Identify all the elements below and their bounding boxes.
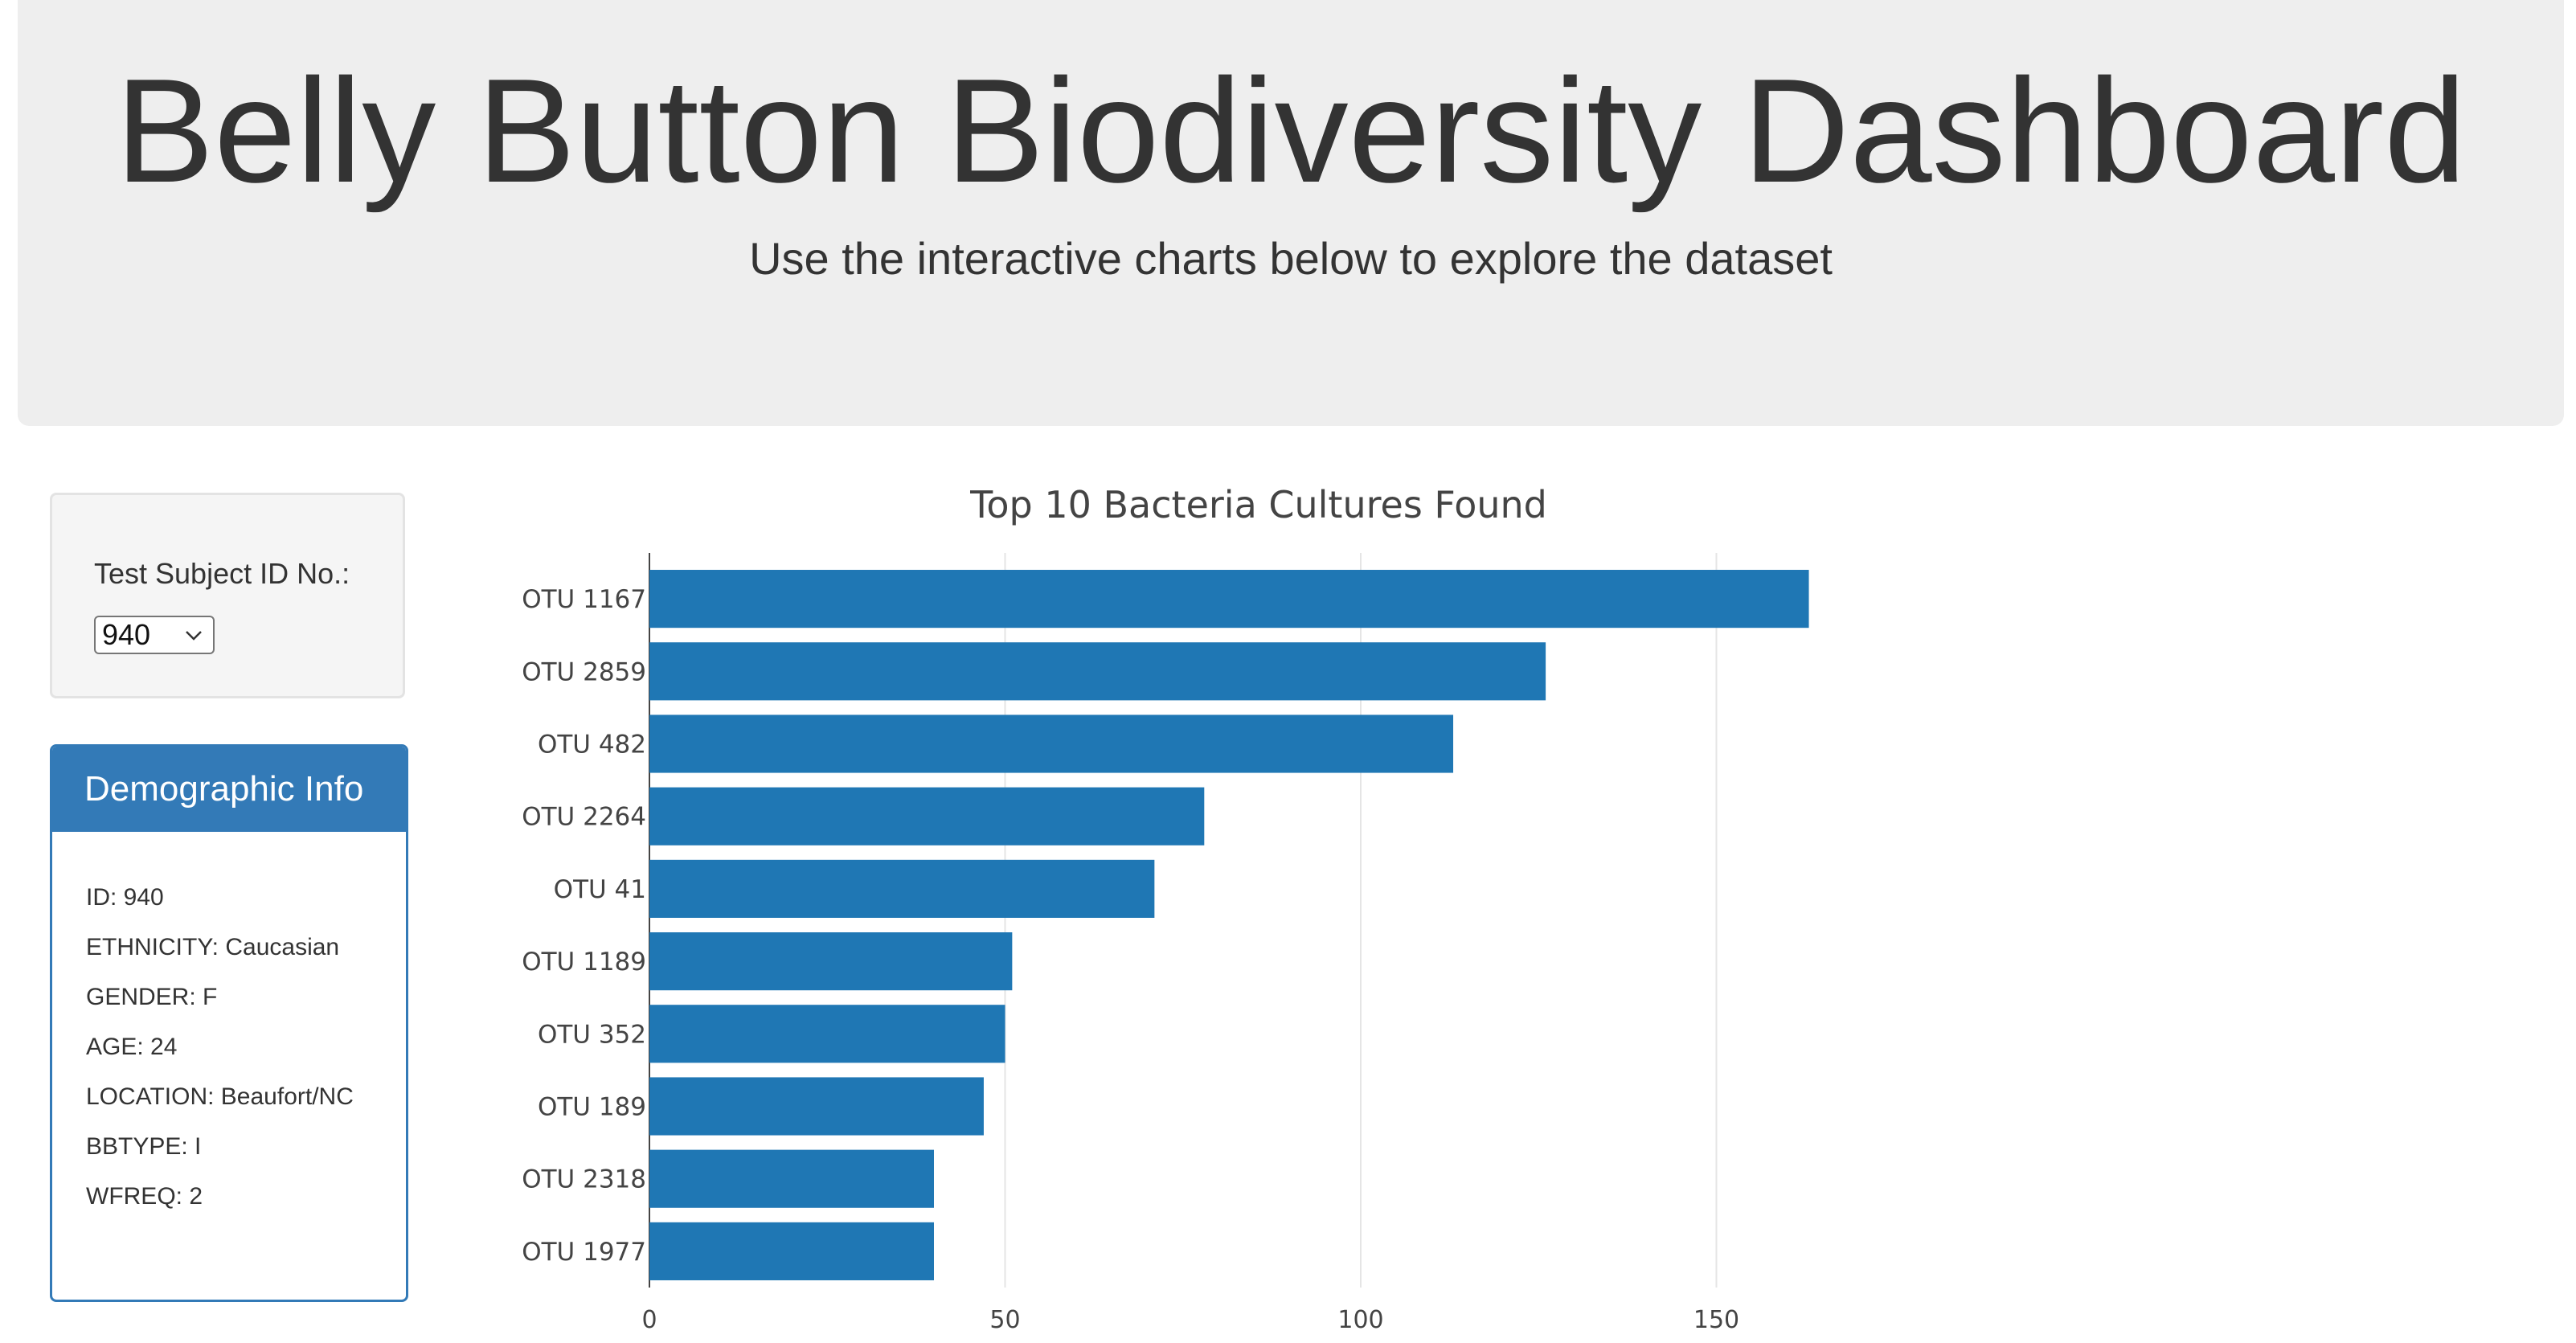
demographic-bbtype: BBTYPE: I <box>86 1133 202 1160</box>
bar-otu-41[interactable] <box>649 859 1155 918</box>
chart-x-tick-labels: 0 50 100 150 <box>641 1306 1739 1334</box>
y-tick-label: OTU 352 <box>538 1020 646 1049</box>
x-tick-label: 50 <box>989 1306 1020 1334</box>
bar-otu-2264[interactable] <box>649 787 1205 846</box>
chevron-down-icon <box>186 631 202 641</box>
demographic-info-body: ID: 940 ETHNICITY: Caucasian GENDER: F A… <box>86 883 391 1232</box>
bar-otu-1167[interactable] <box>649 570 1809 629</box>
y-tick-label: OTU 2264 <box>522 803 646 832</box>
bar-otu-1189[interactable] <box>649 932 1013 991</box>
subject-id-label: Test Subject ID No.: <box>94 557 350 590</box>
bar-otu-1977[interactable] <box>649 1222 934 1280</box>
y-tick-label: OTU 1167 <box>522 585 646 614</box>
page-title: Belly Button Biodiversity Dashboard <box>115 47 2467 213</box>
chart-y-tick-labels: OTU 1167 OTU 2859 OTU 482 OTU 2264 OTU 41 OTU… <box>522 585 646 1267</box>
bar-otu-2318[interactable] <box>649 1149 934 1208</box>
jumbotron-header: Belly Button Biodiversity Dashboard Use … <box>18 0 2564 426</box>
chart-bars <box>649 570 1809 1280</box>
page-subtitle: Use the interactive charts below to expl… <box>749 233 1833 284</box>
top10-bar-chart[interactable]: Top 10 Bacteria Cultures Found OTU 1167O… <box>450 474 2058 1339</box>
demographic-ethnicity: ETHNICITY: Caucasian <box>86 934 340 960</box>
chart-title: Top 10 Bacteria Cultures Found <box>969 483 1547 526</box>
demographic-gender: GENDER: F <box>86 984 218 1010</box>
bar-otu-482[interactable] <box>649 714 1454 773</box>
y-tick-label: OTU 2859 <box>522 657 646 686</box>
demographic-location: LOCATION: Beaufort/NC <box>86 1083 354 1110</box>
subject-id-dropdown[interactable]: 940 <box>94 616 215 654</box>
y-tick-label: OTU 2318 <box>522 1165 646 1194</box>
demographic-wfreq: WFREQ: 2 <box>86 1183 203 1210</box>
bar-otu-2859[interactable] <box>649 642 1546 701</box>
x-tick-label: 0 <box>641 1306 657 1334</box>
demographic-id: ID: 940 <box>86 884 164 911</box>
bar-otu-189[interactable] <box>649 1077 984 1136</box>
subject-selector-well: Test Subject ID No.: 940 <box>50 493 405 698</box>
x-tick-label: 100 <box>1337 1306 1383 1334</box>
bar-otu-352[interactable] <box>649 1005 1005 1063</box>
demographic-info-panel: Demographic Info ID: 940 ETHNICITY: Cauc… <box>50 744 408 1302</box>
y-tick-label: OTU 189 <box>538 1093 646 1122</box>
bar-chart-container: Top 10 Bacteria Cultures Found OTU 1167 O… <box>450 474 2058 1339</box>
x-tick-label: 150 <box>1693 1306 1739 1334</box>
y-tick-label: OTU 1977 <box>522 1238 646 1267</box>
y-tick-label: OTU 1189 <box>522 948 646 977</box>
subject-id-selected-value: 940 <box>102 618 151 651</box>
y-tick-label: OTU 482 <box>538 731 646 760</box>
demographic-age: AGE: 24 <box>86 1034 178 1060</box>
y-tick-label: OTU 41 <box>554 875 646 904</box>
demographic-info-heading: Demographic Info <box>52 747 406 832</box>
